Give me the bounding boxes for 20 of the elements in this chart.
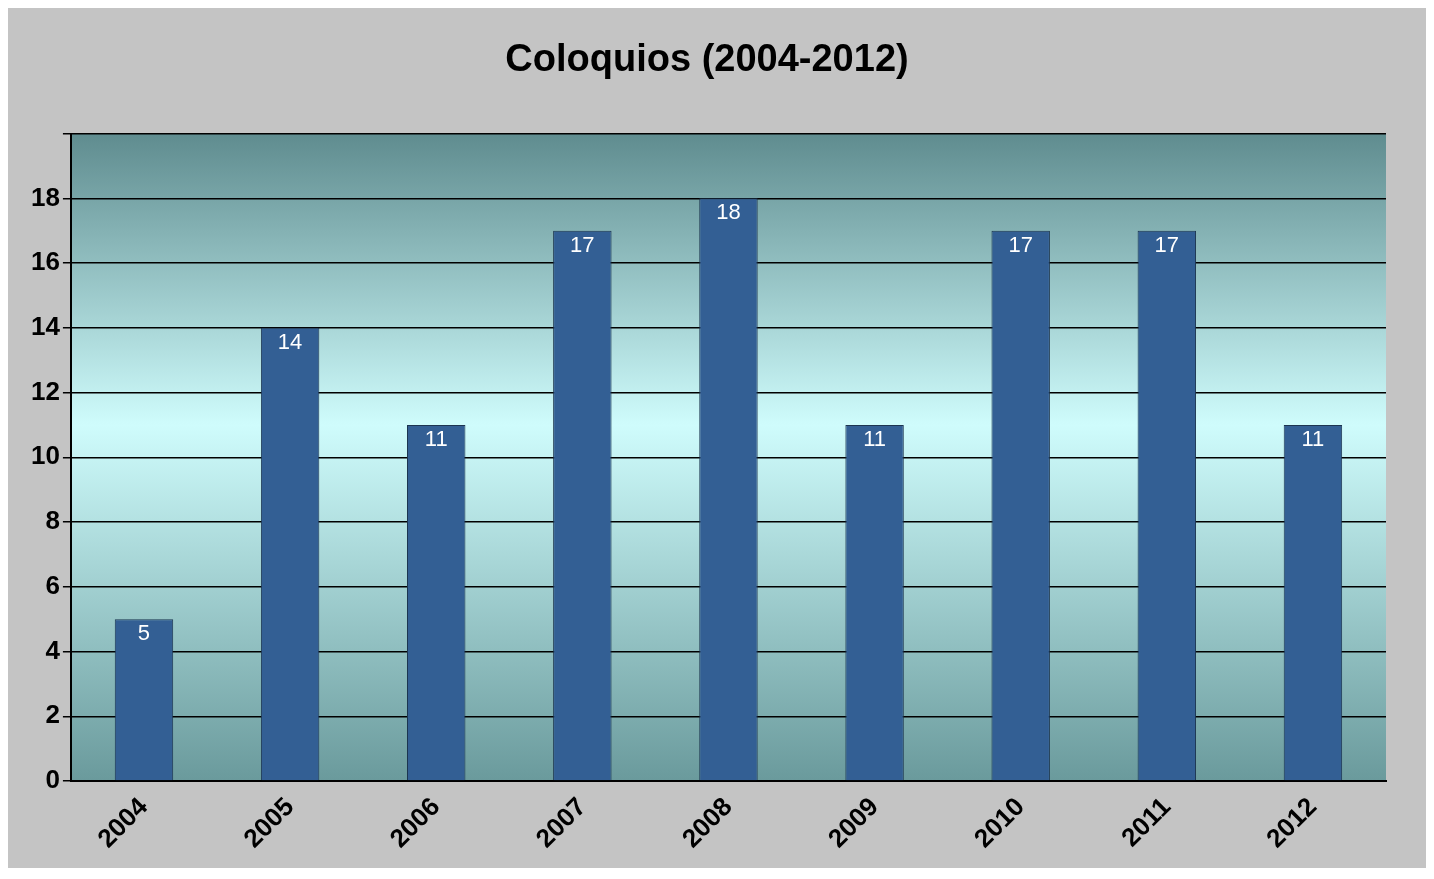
data-label: 17 [570, 231, 595, 257]
data-label: 11 [863, 426, 886, 452]
y-tick-label: 4 [45, 634, 61, 665]
data-label: 11 [424, 426, 448, 452]
y-tick-label: 18 [31, 181, 60, 212]
y-tick-label: 0 [45, 764, 60, 795]
chart-title: Coloquios (2004-2012) [505, 37, 909, 80]
y-tick-label: 14 [31, 311, 61, 341]
y-tick-label: 16 [31, 246, 60, 277]
data-label: 14 [277, 328, 303, 354]
data-label: 17 [1154, 231, 1180, 257]
y-tick-label: 2 [45, 699, 60, 730]
data-label: 17 [1008, 231, 1033, 257]
data-label: 18 [716, 199, 741, 225]
y-tick-label: 6 [45, 569, 60, 600]
data-label: 5 [137, 620, 151, 646]
y-tick-label: 8 [45, 505, 60, 536]
data-label: 11 [1301, 426, 1325, 452]
y-tick-label: 10 [31, 440, 60, 471]
y-tick-label: 12 [31, 375, 60, 406]
